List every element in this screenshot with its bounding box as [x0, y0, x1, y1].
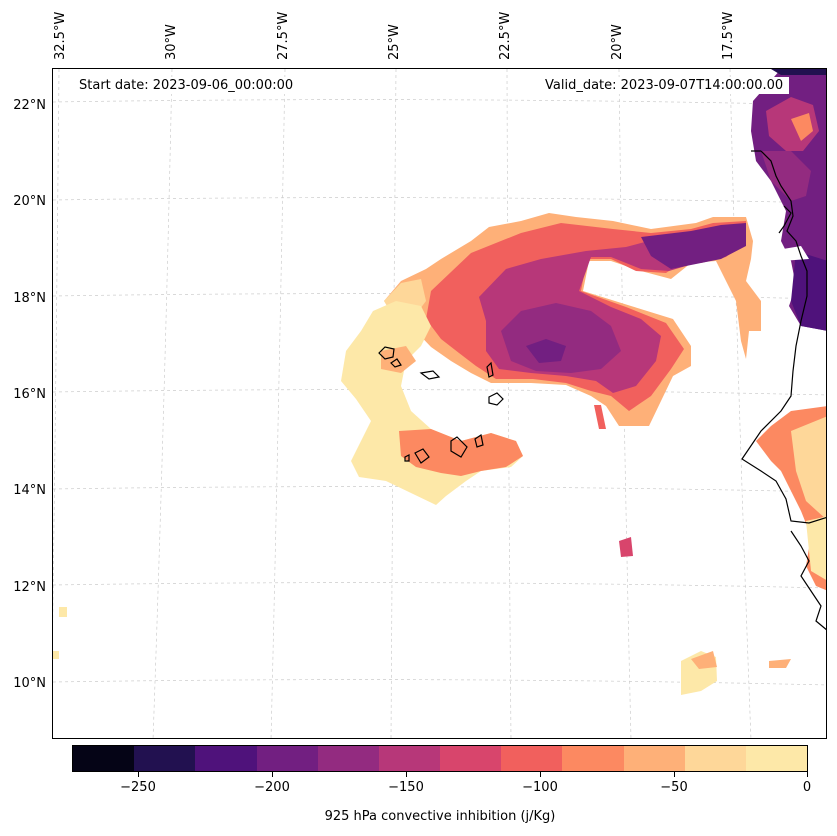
lon-label-32-5w: 32.5°W [53, 11, 68, 60]
colorbar-title: 925 hPa convective inhibition (j/Kg) [324, 809, 556, 824]
colorbar-swatch-8 [562, 746, 624, 771]
colorbar-label-minus-50: −50 [660, 780, 688, 795]
lat-label-16n: 16°N [13, 387, 46, 402]
lon-label-30w: 30°W [164, 24, 179, 60]
lat-label-20n: 20°N [13, 194, 46, 209]
colorbar-swatch-2 [195, 746, 257, 771]
lon-label-20w: 20°W [610, 24, 625, 60]
coastline [741, 150, 826, 631]
lat-label-12n: 12°N [13, 580, 46, 595]
small-patches [53, 405, 791, 695]
colorbar-swatch-7 [501, 746, 563, 771]
colorbar-label-minus-150: −150 [388, 780, 424, 795]
map-canvas [53, 69, 826, 738]
colorbar-label-0: 0 [802, 780, 812, 795]
colorbar-tick [272, 772, 273, 777]
senegal-coast-patch [756, 406, 826, 591]
colorbar-swatch-4 [317, 746, 379, 771]
lon-label-17-5w: 17.5°W [721, 11, 736, 60]
lat-label-22n: 22°N [13, 98, 46, 113]
main-cin-band [384, 213, 761, 426]
colorbar-swatch-0 [73, 746, 135, 771]
colorbar-tick [540, 772, 541, 777]
western-crescent [341, 301, 523, 505]
colorbar-swatch-10 [684, 746, 746, 771]
colorbar-swatch-6 [440, 746, 502, 771]
colorbar-swatch-3 [256, 746, 318, 771]
lat-label-18n: 18°N [13, 291, 46, 306]
colorbar-label-minus-200: −200 [254, 780, 290, 795]
map-frame [52, 68, 827, 739]
colorbar [72, 745, 808, 772]
colorbar-tick [138, 772, 139, 777]
lon-label-22-5w: 22.5°W [498, 11, 513, 60]
colorbar-swatch-11 [745, 746, 808, 771]
cabo-verde-islands [378, 346, 504, 464]
valid-date-label: Valid_date: 2023-09-07T14:00:00.00 [539, 77, 790, 94]
gridlines [53, 69, 826, 738]
colorbar-tick [674, 772, 675, 777]
colorbar-swatch-1 [134, 746, 196, 771]
colorbar-tick [406, 772, 407, 777]
lon-label-25w: 25°W [387, 24, 402, 60]
coastal-strong-inhibition [751, 69, 826, 331]
start-date-label: Start date: 2023-09-06_00:00:00 [73, 77, 300, 94]
lat-label-10n: 10°N [13, 676, 46, 691]
colorbar-swatch-5 [378, 746, 441, 771]
colorbar-tick [807, 772, 808, 777]
colorbar-label-minus-250: −250 [120, 780, 156, 795]
lat-label-14n: 14°N [13, 483, 46, 498]
colorbar-swatch-9 [623, 746, 685, 771]
lon-label-27-5w: 27.5°W [276, 11, 291, 60]
colorbar-label-minus-100: −100 [522, 780, 558, 795]
